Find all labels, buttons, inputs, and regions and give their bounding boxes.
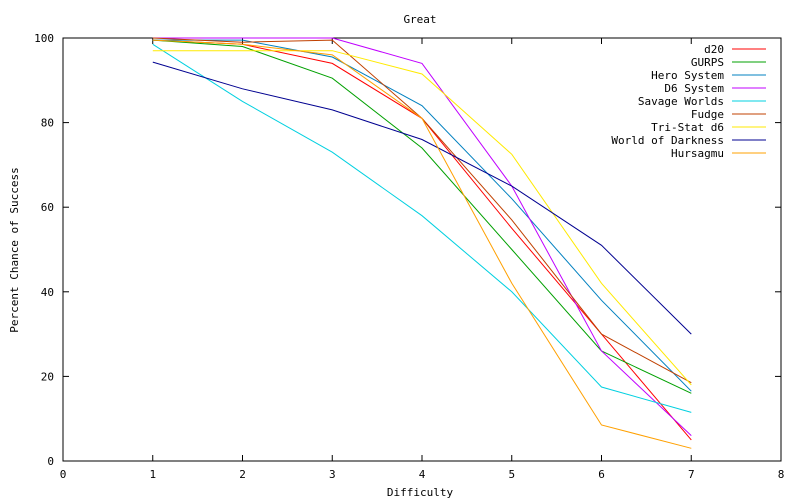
series-line-fudge bbox=[152, 37, 692, 384]
x-tick-label: 4 bbox=[419, 468, 426, 481]
y-tick-label: 100 bbox=[34, 32, 54, 45]
x-axis: 0 1 2 3 4 5 6 7 8 bbox=[60, 38, 785, 481]
series-line-gurps bbox=[152, 39, 692, 394]
legend-label: World of Darkness bbox=[611, 134, 724, 147]
legend-label: d20 bbox=[704, 43, 724, 56]
series-line-hursagmu bbox=[152, 39, 692, 449]
x-tick-label: 6 bbox=[598, 468, 605, 481]
x-tick-label: 2 bbox=[239, 468, 246, 481]
y-axis-label: Percent Chance of Success bbox=[8, 167, 21, 333]
series-line-savage-worlds bbox=[152, 43, 692, 413]
legend-label: D6 System bbox=[664, 82, 724, 95]
series-line-world-of-darkness bbox=[152, 61, 692, 335]
x-tick-label: 0 bbox=[60, 468, 67, 481]
x-tick-label: 5 bbox=[508, 468, 515, 481]
series-line-d20 bbox=[152, 39, 692, 441]
x-tick-label: 3 bbox=[329, 468, 336, 481]
y-tick-label: 20 bbox=[41, 370, 54, 383]
series-line-d6-system bbox=[152, 37, 692, 436]
y-tick-label: 0 bbox=[47, 455, 54, 468]
y-tick-label: 60 bbox=[41, 201, 54, 214]
x-tick-label: 7 bbox=[688, 468, 695, 481]
legend-label: Hursagmu bbox=[671, 147, 724, 160]
legend-label: Tri-Stat d6 bbox=[651, 121, 724, 134]
x-axis-label: Difficulty bbox=[387, 486, 454, 499]
y-axis: 0 20 40 60 80 100 bbox=[34, 32, 781, 468]
series-line-hero-system bbox=[152, 39, 692, 392]
legend-label: GURPS bbox=[691, 56, 724, 69]
y-tick-label: 80 bbox=[41, 117, 54, 130]
chart-title: Great bbox=[403, 13, 436, 26]
series-lines bbox=[152, 37, 692, 449]
x-tick-label: 8 bbox=[778, 468, 785, 481]
legend-label: Savage Worlds bbox=[638, 95, 724, 108]
legend-label: Hero System bbox=[651, 69, 724, 82]
y-tick-label: 40 bbox=[41, 286, 54, 299]
legend-label: Fudge bbox=[691, 108, 724, 121]
x-tick-label: 1 bbox=[149, 468, 156, 481]
series-line-tri-stat-d6 bbox=[152, 50, 692, 386]
